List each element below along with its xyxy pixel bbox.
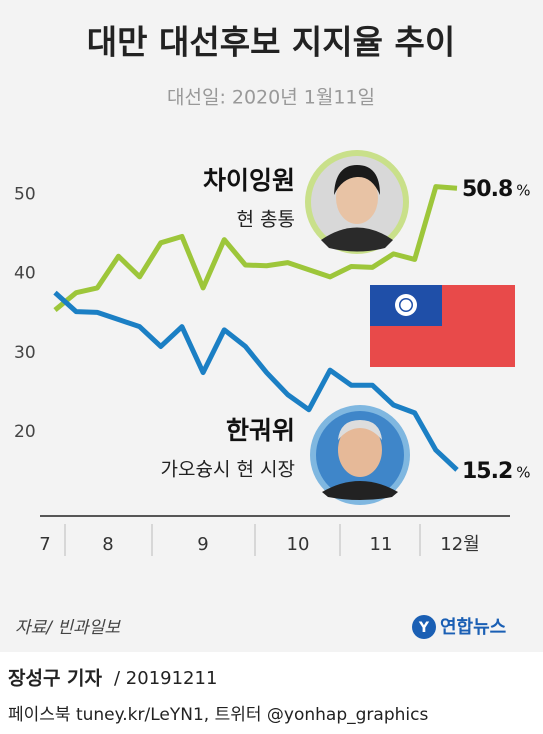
y-tick-label: 40 (14, 264, 36, 284)
x-tick-label: 9 (197, 534, 208, 555)
legend-role: 현 총통 (237, 209, 295, 231)
unit-label: % (516, 182, 530, 200)
x-tick-label: 7 (39, 534, 50, 555)
tsai-photo (305, 150, 409, 254)
sns: 페이스북 tuney.kr/LeYN1, 트위터 @yonhap_graphic… (8, 705, 428, 725)
series-line (53, 184, 458, 312)
legend-name: 차이잉원 (203, 166, 295, 195)
chart-subtitle: 대선일: 2020년 1월11일 (167, 87, 375, 109)
legend-role: 가오슝시 현 시장 (161, 459, 295, 481)
logo: Y 연합뉴스 (412, 615, 506, 639)
svg-text:Y: Y (418, 620, 430, 636)
legend-name: 한궈위 (226, 416, 295, 445)
chart-title: 대만 대선후보 지지율 추이 (87, 23, 455, 62)
series-line (53, 290, 459, 472)
unit-label: % (516, 463, 530, 481)
end-value-label: 50.8 (462, 177, 512, 202)
source: 자료/ 빈과일보 (15, 618, 121, 638)
y-tick-label: 30 (14, 343, 36, 363)
han-photo (310, 405, 410, 505)
x-tick-label: 10 (287, 534, 310, 555)
x-tick-label: 8 (102, 534, 113, 555)
x-tick-label: 11 (370, 534, 393, 555)
end-value-label: 15.2 (462, 459, 512, 484)
logo-text: 연합뉴스 (440, 616, 506, 638)
x-tick-label: 12월 (440, 534, 479, 555)
y-tick-label: 50 (14, 185, 36, 205)
y-tick-label: 20 (14, 422, 36, 442)
date: / 20191211 (114, 668, 217, 689)
reporter: 장성구 기자 (8, 668, 103, 690)
taiwan-flag (370, 285, 515, 367)
